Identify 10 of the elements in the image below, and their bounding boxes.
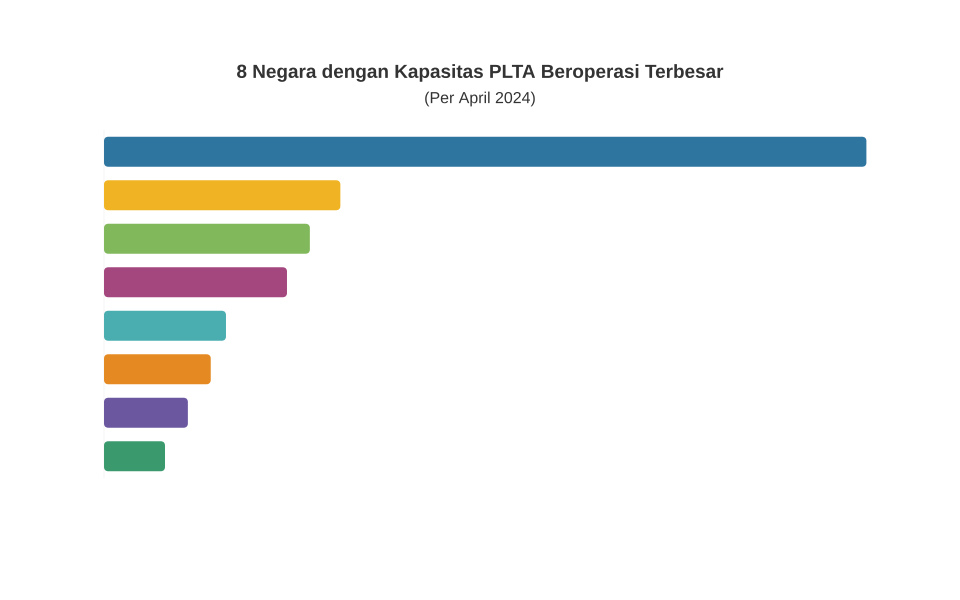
bar xyxy=(104,441,165,472)
bar xyxy=(104,180,340,210)
chart-subtitle: (Per April 2024) xyxy=(425,92,535,106)
bar xyxy=(104,354,211,384)
bar xyxy=(104,310,226,341)
chart-title: 8 Negara dengan Kapasitas PLTA Beroperasi Terbesar xyxy=(237,64,724,82)
bar xyxy=(104,224,310,254)
bar xyxy=(104,136,866,167)
bar xyxy=(104,267,287,298)
bar xyxy=(104,398,188,428)
